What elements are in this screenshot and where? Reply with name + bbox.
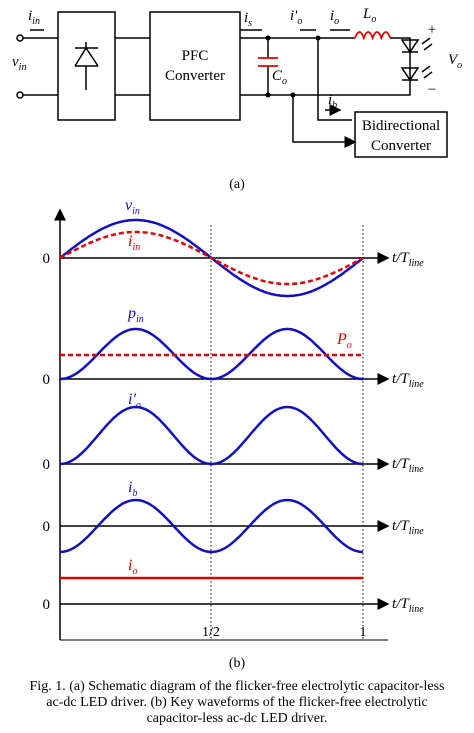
trace-label: Po bbox=[336, 331, 352, 351]
label-sub: b bbox=[332, 100, 337, 111]
label-base: t/T bbox=[392, 250, 410, 266]
label-base: L bbox=[362, 6, 371, 22]
label-sub: in bbox=[132, 206, 140, 217]
label-sub: o bbox=[371, 14, 376, 25]
label-sub: o bbox=[282, 76, 287, 87]
time-label: t/Tline bbox=[392, 250, 424, 269]
label-sub: in bbox=[132, 242, 140, 253]
circuit bbox=[16, 11, 448, 158]
label-sub: in bbox=[136, 314, 144, 325]
zero-label: 0 bbox=[43, 457, 51, 473]
label-sub: line bbox=[409, 526, 425, 537]
label-base: i bbox=[128, 233, 132, 250]
trace-label: iin bbox=[128, 233, 140, 253]
label-sub: in bbox=[19, 62, 27, 73]
label-base: v bbox=[125, 197, 133, 214]
label-sub: line bbox=[409, 258, 425, 269]
time-label: t/Tline bbox=[392, 518, 424, 537]
zero-label: 0 bbox=[43, 597, 51, 613]
label-sub: o bbox=[297, 16, 302, 27]
time-label: t/Tline bbox=[392, 596, 424, 615]
circuit-label: ib bbox=[328, 92, 337, 111]
circuit-label: Co bbox=[272, 68, 287, 87]
label-base: t/T bbox=[392, 371, 410, 387]
label-base: v bbox=[12, 54, 19, 70]
plus-sign: + bbox=[428, 22, 436, 38]
zero-label: 0 bbox=[43, 372, 51, 388]
caption-b: (b) bbox=[229, 656, 246, 671]
label-base: i bbox=[128, 557, 132, 574]
waveform bbox=[59, 405, 364, 466]
waveforms bbox=[54, 208, 390, 641]
label-sub: s bbox=[248, 18, 252, 29]
label-base: t/T bbox=[392, 518, 410, 534]
minus-sign: − bbox=[428, 82, 436, 98]
label-sub: in bbox=[32, 16, 40, 27]
figure-caption: capacitor-less ac-dc LED driver. bbox=[147, 711, 328, 726]
trace-label: ib bbox=[128, 479, 137, 499]
label-sub: o bbox=[457, 60, 462, 71]
label-base: i bbox=[330, 8, 334, 24]
label-sub: o bbox=[334, 16, 339, 27]
trace-label: i'o bbox=[128, 391, 141, 411]
label-base: i' bbox=[128, 391, 136, 408]
label-base: i bbox=[128, 479, 132, 496]
circuit-label: i'o bbox=[290, 8, 302, 27]
label-sub: o bbox=[132, 566, 137, 577]
figure-caption: ac-dc LED driver. (b) Key waveforms of t… bbox=[46, 695, 427, 710]
waveform bbox=[59, 230, 364, 286]
label-base: i bbox=[28, 8, 32, 24]
trace-label: pin bbox=[127, 305, 144, 325]
zero-label: 0 bbox=[43, 519, 51, 535]
circuit-label: io bbox=[330, 8, 339, 27]
circuit-label: is bbox=[244, 10, 252, 29]
label-base: i bbox=[328, 92, 332, 108]
box-label: PFC bbox=[182, 48, 209, 64]
trace-label: io bbox=[128, 557, 137, 577]
label-base: C bbox=[272, 68, 283, 84]
figure-caption: Fig. 1. (a) Schematic diagram of the fli… bbox=[30, 679, 445, 694]
label-base: t/T bbox=[392, 456, 410, 472]
waveform bbox=[59, 498, 364, 554]
label-sub: o bbox=[347, 340, 352, 351]
waveform bbox=[60, 327, 363, 381]
circuit-label: iin bbox=[28, 8, 40, 27]
label-base: p bbox=[127, 305, 136, 322]
box-label: Bidirectional bbox=[362, 118, 440, 134]
time-label: t/Tline bbox=[392, 456, 424, 475]
tick-label: 1/2 bbox=[202, 625, 220, 640]
time-label: t/Tline bbox=[392, 371, 424, 390]
label-base: t/T bbox=[392, 596, 410, 612]
circuit-label: Lo bbox=[362, 6, 376, 25]
label-base: P bbox=[336, 331, 347, 348]
label-base: V bbox=[448, 52, 459, 68]
caption-a: (a) bbox=[229, 177, 245, 192]
circuit-label: vin bbox=[12, 54, 26, 73]
zero-label: 0 bbox=[43, 251, 51, 267]
trace-label: vin bbox=[125, 197, 140, 217]
label-sub: b bbox=[132, 488, 137, 499]
box-label: Converter bbox=[371, 138, 431, 154]
tick-label: 1 bbox=[360, 625, 367, 640]
label-sub: line bbox=[409, 379, 425, 390]
label-sub: o bbox=[136, 400, 141, 411]
label-base: i' bbox=[290, 8, 298, 24]
circuit-label: Vo bbox=[448, 52, 462, 71]
box-label: Converter bbox=[165, 68, 225, 84]
label-sub: line bbox=[409, 464, 425, 475]
label-sub: line bbox=[409, 604, 425, 615]
label-base: i bbox=[244, 10, 248, 26]
